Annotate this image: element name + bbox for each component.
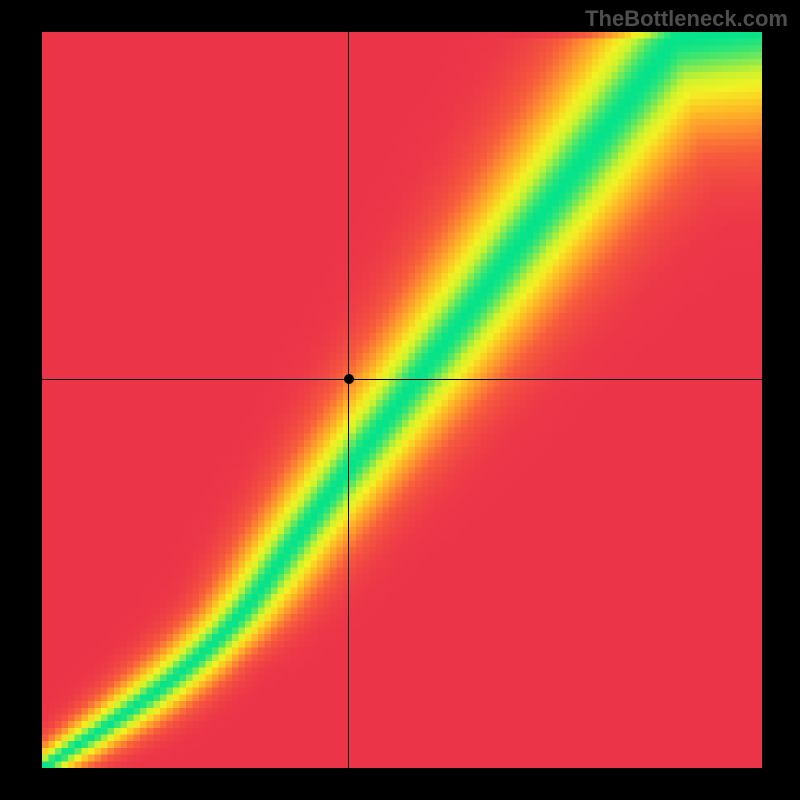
crosshair-horizontal: [42, 379, 762, 380]
chart-container: TheBottleneck.com: [0, 0, 800, 800]
selection-marker: [344, 374, 354, 384]
watermark-text: TheBottleneck.com: [585, 6, 788, 32]
crosshair-vertical: [348, 32, 349, 768]
bottleneck-heatmap: [42, 32, 762, 768]
